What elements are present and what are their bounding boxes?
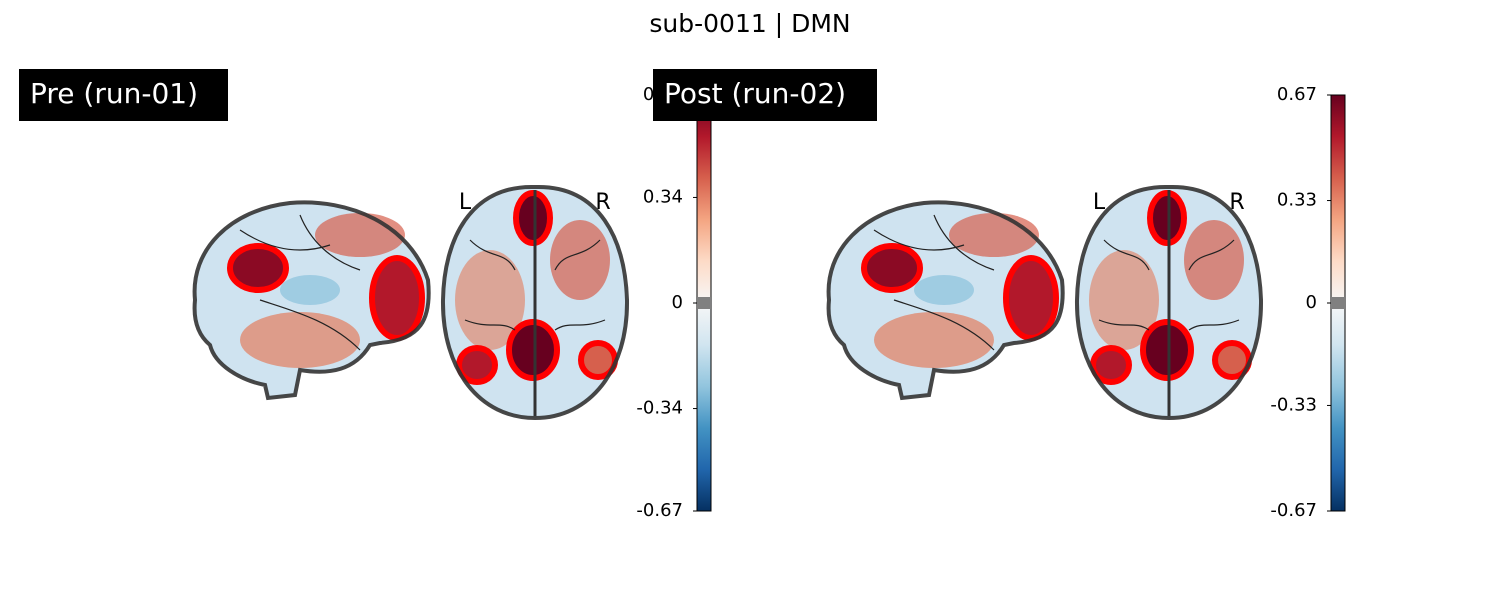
label-text: Post (run-02) — [664, 77, 846, 110]
colorbar-tick-label: -0.34 — [636, 398, 683, 419]
colorbar-tick-label: -0.67 — [1270, 500, 1317, 521]
threshold-band — [1331, 297, 1345, 309]
colorbar-tick-label: -0.33 — [1270, 394, 1317, 415]
label-box — [19, 69, 228, 121]
threshold-band — [697, 297, 711, 309]
label-text: Pre (run-01) — [30, 77, 198, 110]
panel: Post (run-02) L R 0.67 0.33 0 -0.33 -0.67 — [653, 69, 1346, 521]
panel: Pre (run-01)LR0.670.340-0.34-0.67 — [19, 69, 712, 521]
label-box — [653, 69, 877, 121]
panel-label: Post (run-02) — [653, 69, 877, 121]
right-marker: R — [1229, 190, 1244, 215]
colorbar-tick-label: 0 — [1306, 292, 1317, 313]
colorbar-tick-label: 0.33 — [1277, 190, 1317, 211]
figure-title: sub-0011 | DMN — [649, 9, 850, 38]
right-marker: R — [595, 190, 610, 215]
brain-views — [829, 187, 1261, 418]
colorbar-tick-label: 0 — [672, 292, 683, 313]
colorbar-tick-label: -0.67 — [636, 500, 683, 521]
colorbar-tick-label: 0.67 — [1277, 84, 1317, 105]
colorbar-tick-label: 0.34 — [643, 186, 683, 207]
brain-views — [195, 187, 627, 418]
panel-label: Pre (run-01) — [19, 69, 228, 121]
left-marker: L — [459, 190, 472, 215]
left-marker: L — [1093, 190, 1106, 215]
